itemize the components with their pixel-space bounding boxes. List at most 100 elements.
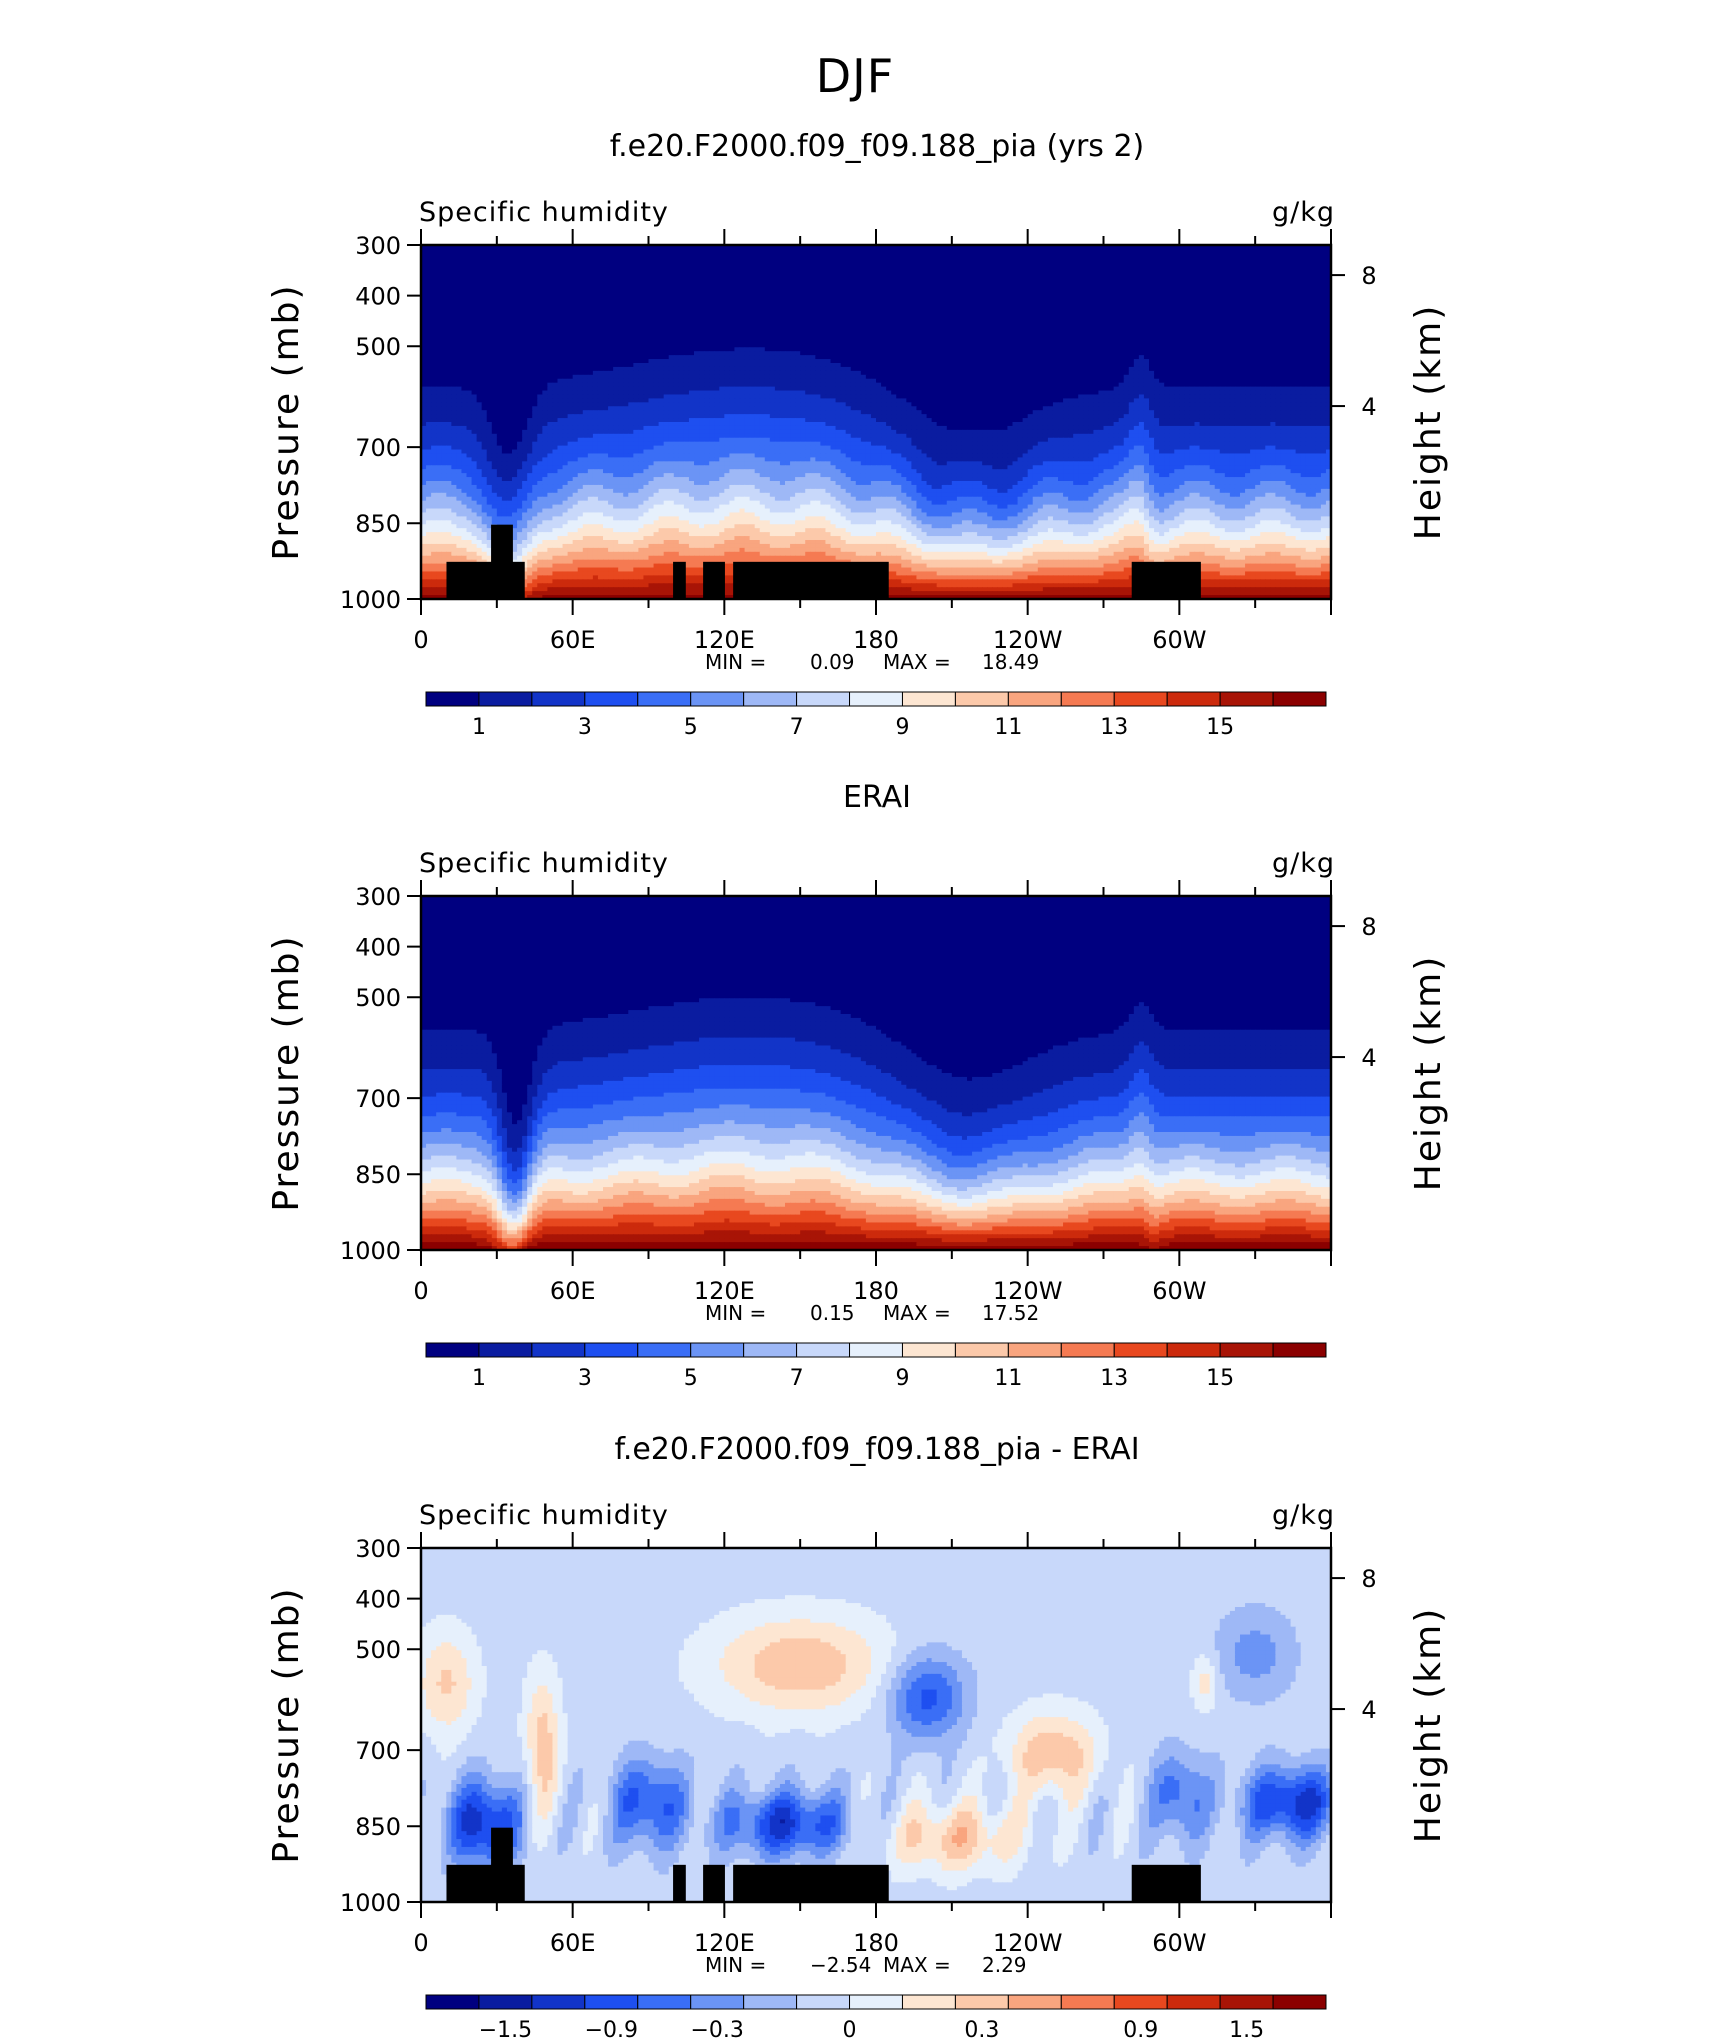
colorbar-swatch — [1114, 1343, 1167, 1357]
y-axis-title: Pressure (mb) — [266, 283, 307, 560]
colorbar-swatch — [691, 1343, 744, 1357]
units-label: g/kg — [1272, 848, 1335, 879]
panel-title: f.e20.F2000.f09_f09.188_pia - ERAI — [614, 1432, 1139, 1467]
colorbar-label: 9 — [895, 1366, 909, 1391]
topography-block — [1132, 562, 1201, 599]
colorbar-swatch — [691, 1995, 744, 2009]
height-tick-label: 4 — [1361, 1696, 1376, 1724]
x-tick-label: 0 — [413, 626, 428, 654]
contour-field — [421, 896, 1332, 1251]
y-axis-title: Pressure (mb) — [266, 1586, 307, 1863]
panel-title: ERAI — [843, 780, 911, 815]
colorbar-swatch — [1167, 1343, 1220, 1357]
colorbar: 1 3 5 7 9 11 13 15 — [426, 1343, 1326, 1391]
y-tick-label: 500 — [355, 1636, 401, 1664]
topography-block — [673, 1865, 686, 1902]
colorbar-swatch — [797, 1343, 850, 1357]
panel-3: f.e20.F2000.f09_f09.188_pia - ERAI Specif… — [266, 1432, 1449, 2038]
colorbar-swatch — [1220, 692, 1273, 706]
colorbar-swatch — [1008, 1343, 1061, 1357]
y-right-axis-title: Height (km) — [1408, 304, 1449, 540]
colorbar-swatch — [426, 1343, 479, 1357]
colorbar-swatch — [797, 692, 850, 706]
colorbar-label: 13 — [1100, 1366, 1128, 1391]
colorbar-swatch — [1220, 1343, 1273, 1357]
colorbar-swatch — [1167, 1995, 1220, 2009]
contour-field — [421, 245, 1332, 600]
y-tick-label: 1000 — [340, 1237, 401, 1265]
colorbar-swatch — [955, 1343, 1008, 1357]
colorbar-swatch — [638, 1343, 691, 1357]
colorbar-swatch — [955, 1995, 1008, 2009]
colorbar-swatch — [1114, 692, 1167, 706]
colorbar-swatch — [744, 1343, 797, 1357]
colorbar-label: 13 — [1100, 715, 1128, 740]
y-tick-label: 400 — [355, 283, 401, 311]
colorbar-swatch — [902, 1343, 955, 1357]
colorbar-swatch — [479, 692, 532, 706]
colorbar-label: 0.9 — [1123, 2018, 1158, 2038]
colorbar-swatch — [1114, 1995, 1167, 2009]
height-tick-label: 8 — [1361, 913, 1376, 941]
topography-block — [673, 562, 686, 599]
height-tick-label: 8 — [1361, 262, 1376, 290]
height-tick-label: 8 — [1361, 1565, 1376, 1593]
y-tick-label: 850 — [355, 1813, 401, 1841]
colorbar-swatch — [479, 1343, 532, 1357]
colorbar-swatch — [797, 1995, 850, 2009]
units-label: g/kg — [1272, 197, 1335, 228]
colorbar-swatch — [1008, 1995, 1061, 2009]
y-axis-title: Pressure (mb) — [266, 934, 307, 1211]
colorbar-label: −0.9 — [585, 2018, 638, 2038]
colorbar-label: 1 — [472, 715, 486, 740]
colorbar-swatch — [1061, 692, 1114, 706]
topography-block — [733, 1865, 889, 1902]
colorbar-swatch — [532, 1343, 585, 1357]
colorbar-label: 3 — [578, 1366, 592, 1391]
colorbar-swatch — [1273, 692, 1326, 706]
panel-1: f.e20.F2000.f09_f09.188_pia (yrs 2)Speci… — [266, 129, 1449, 740]
colorbar: 1 3 5 7 9 11 13 15 — [426, 692, 1326, 740]
colorbar-label: 7 — [790, 1366, 804, 1391]
x-tick-label: 60E — [550, 1277, 596, 1305]
colorbar-label: 3 — [578, 715, 592, 740]
y-tick-label: 1000 — [340, 586, 401, 614]
colorbar-label: 9 — [895, 715, 909, 740]
colorbar-swatch — [744, 692, 797, 706]
y-tick-label: 500 — [355, 333, 401, 361]
colorbar-label: 0.3 — [964, 2018, 999, 2038]
y-tick-label: 700 — [355, 434, 401, 462]
figure-title: DJF — [816, 49, 894, 103]
colorbar-swatch — [1061, 1343, 1114, 1357]
y-right-axis-title: Height (km) — [1408, 1607, 1449, 1843]
y-tick-label: 700 — [355, 1737, 401, 1765]
colorbar-swatch — [850, 692, 903, 706]
x-tick-label: 0 — [413, 1277, 428, 1305]
colorbar-label: 15 — [1206, 1366, 1234, 1391]
colorbar-swatch — [1273, 1343, 1326, 1357]
y-tick-label: 300 — [355, 1535, 401, 1563]
x-tick-label: 60E — [550, 1929, 596, 1957]
colorbar-swatch — [585, 1995, 638, 2009]
colorbar-label: 11 — [994, 715, 1022, 740]
colorbar-swatch — [1061, 1995, 1114, 2009]
colorbar-swatch — [638, 1995, 691, 2009]
colorbar-swatch — [1167, 692, 1220, 706]
x-tick-label: 0 — [413, 1929, 428, 1957]
colorbar-swatch — [532, 1995, 585, 2009]
min-max-readout: MIN = −2.54 MAX = 2.29 — [705, 1953, 1027, 1977]
topography-block — [1132, 1865, 1201, 1902]
variable-label: Specific humidity — [419, 1500, 669, 1531]
y-tick-label: 400 — [355, 1586, 401, 1614]
variable-label: Specific humidity — [419, 848, 669, 879]
units-label: g/kg — [1272, 1500, 1335, 1531]
panel-title: f.e20.F2000.f09_f09.188_pia (yrs 2) — [610, 129, 1145, 164]
colorbar-swatch — [902, 1995, 955, 2009]
colorbar-label: 1 — [472, 1366, 486, 1391]
colorbar-swatch — [1220, 1995, 1273, 2009]
y-tick-label: 850 — [355, 1161, 401, 1189]
colorbar-label: 1.5 — [1229, 2018, 1264, 2038]
y-tick-label: 300 — [355, 883, 401, 911]
y-tick-label: 1000 — [340, 1889, 401, 1917]
